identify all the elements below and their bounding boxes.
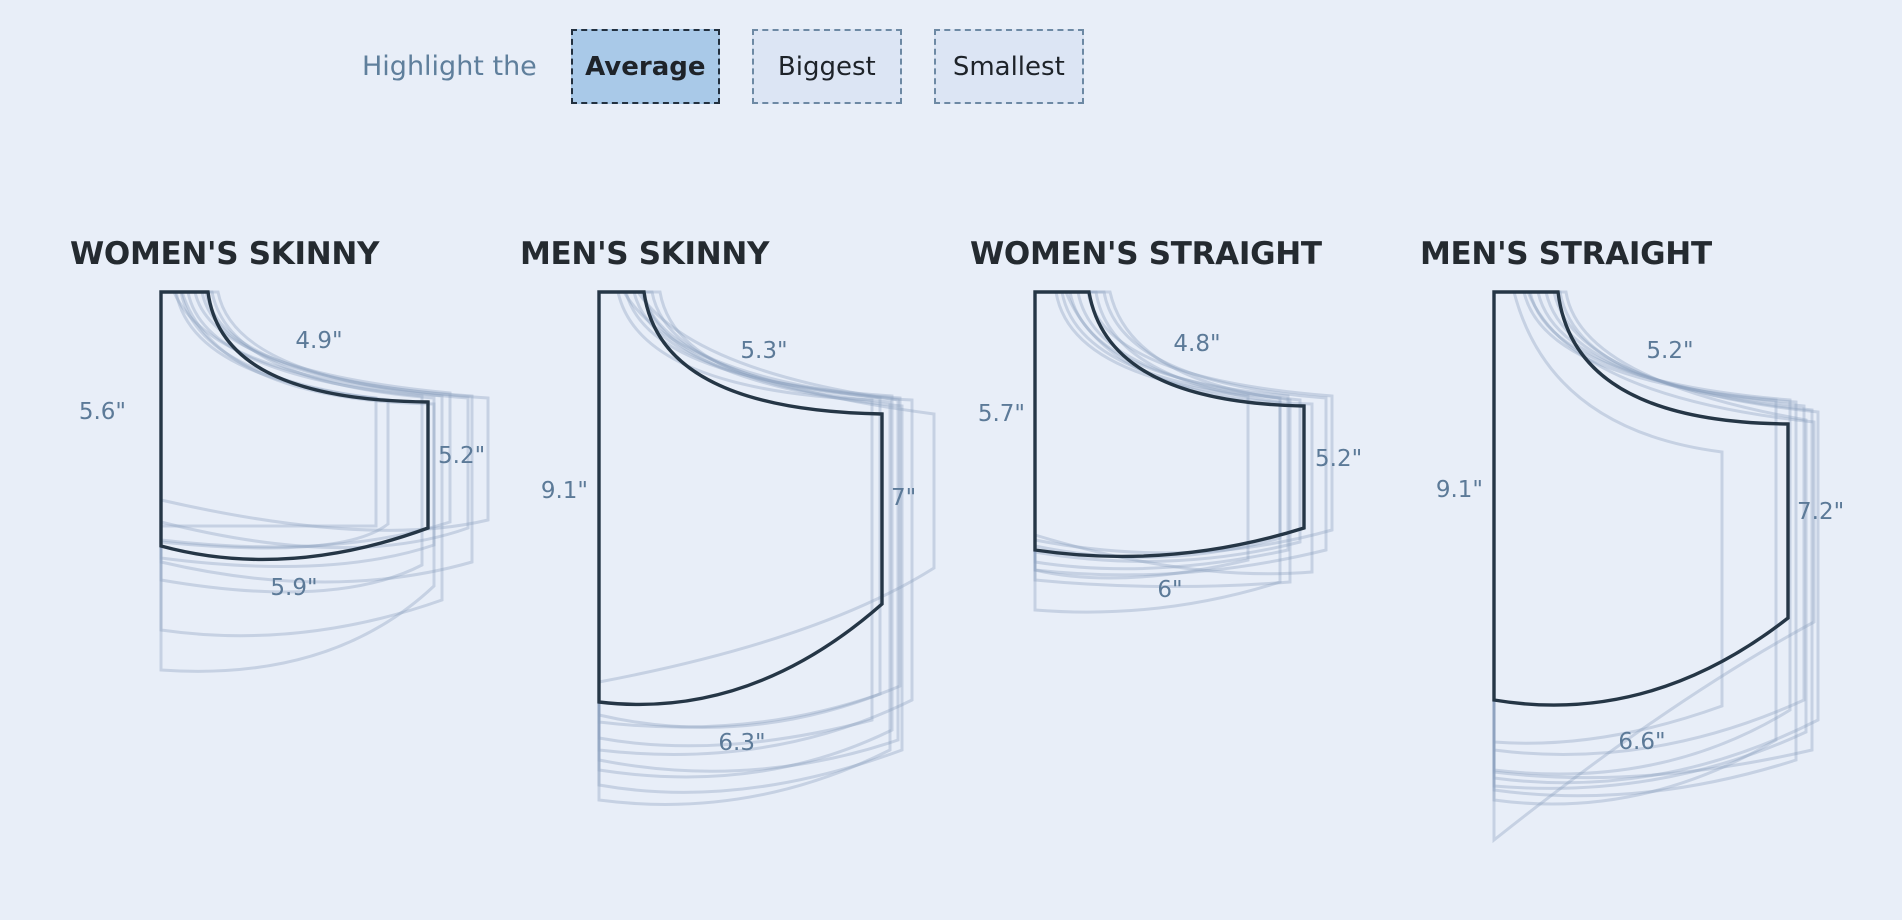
smallest-button[interactable]: Smallest: [933, 29, 1084, 104]
height-label: 5.6": [79, 399, 126, 425]
top-label: 5.2": [1646, 338, 1693, 364]
pocket-panel-womens-straight: WOMEN'S STRAIGHT 5.7" 4.8" 5.2" 6": [970, 230, 1410, 830]
side-label: 5.2": [1315, 446, 1362, 472]
pocket-outline-others: [1492, 290, 1820, 844]
pocket-diagram: 9.1" 5.3" 7" 6.3": [541, 290, 936, 806]
top-label: 5.3": [740, 338, 787, 364]
side-label: 7": [891, 485, 916, 511]
top-label: 4.9": [295, 328, 342, 354]
bottom-label: 6.3": [718, 730, 765, 756]
pocket-panel-womens-skinny: WOMEN'S SKINNY 5.6" 4.9" 5.2" 5.9": [70, 230, 510, 830]
pocket-title: WOMEN'S SKINNY: [70, 236, 380, 272]
height-label: 9.1": [1436, 477, 1483, 503]
pocket-outline-others: [597, 290, 936, 806]
pocket-panel-mens-straight: MEN'S STRAIGHT 9.1" 5.2" 7.2" 6.6": [1420, 230, 1860, 844]
pocket-diagram: 5.7" 4.8" 5.2" 6": [978, 290, 1362, 614]
average-button[interactable]: Average: [570, 29, 720, 104]
top-label: 4.8": [1173, 331, 1220, 357]
biggest-button[interactable]: Biggest: [751, 29, 902, 104]
pocket-title: MEN'S STRAIGHT: [1420, 236, 1712, 272]
pocket-diagram: 5.6" 4.9" 5.2" 5.9": [79, 290, 490, 673]
bottom-label: 5.9": [270, 575, 317, 601]
pocket-title: WOMEN'S STRAIGHT: [970, 236, 1322, 272]
side-label: 7.2": [1797, 499, 1844, 525]
pocket-outline-highlight: [597, 290, 884, 707]
bottom-label: 6.6": [1618, 729, 1665, 755]
pocket-outline-highlight: [1033, 290, 1306, 559]
highlight-toolbar: Highlight the Average Biggest Smallest: [362, 28, 1116, 105]
bottom-label: 6": [1157, 577, 1182, 603]
pocket-title: MEN'S SKINNY: [520, 236, 770, 272]
highlight-label: Highlight the: [362, 51, 537, 82]
height-label: 5.7": [978, 401, 1025, 427]
pocket-outline-highlight: [1492, 290, 1790, 707]
height-label: 9.1": [541, 478, 588, 504]
pocket-panel-mens-skinny: MEN'S SKINNY 9.1" 5.3" 7" 6.3": [520, 230, 960, 830]
side-label: 5.2": [438, 443, 485, 469]
pocket-outline-highlight: [159, 290, 430, 562]
pocket-diagram: 9.1" 5.2" 7.2" 6.6": [1436, 290, 1844, 844]
